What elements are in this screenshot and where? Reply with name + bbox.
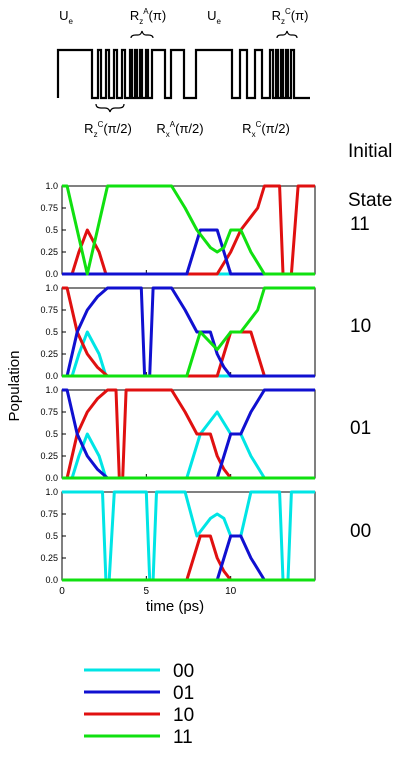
series-line-11 xyxy=(62,184,315,276)
pulse-label-main: U xyxy=(207,8,216,23)
panel-state-label: 10 xyxy=(350,316,371,337)
pulse-labels-top: Ue RzA(π) Ue RzC(π) xyxy=(59,7,308,26)
pulse-label-sub: x xyxy=(166,130,170,139)
pulse-label-top-1: RzA(π) xyxy=(130,7,166,26)
brace-rz-a-pi xyxy=(130,30,154,39)
pulse-sequence: Ue RzA(π) Ue RzC(π) RzC(π/2) RxA(π/2) RxC(π/2… xyxy=(56,7,310,139)
legend-label-00: 00 xyxy=(173,661,194,682)
y-tick-label: 0.0 xyxy=(45,371,58,381)
y-tick-label: 0.5 xyxy=(45,225,58,235)
series-line-11 xyxy=(62,286,315,378)
y-tick-label: 0.75 xyxy=(40,509,58,519)
state-heading-line-2: State xyxy=(348,190,392,211)
panel-frame xyxy=(61,287,316,377)
y-tick-label: 1.0 xyxy=(45,487,58,497)
pulse-label-sup: A xyxy=(143,7,149,16)
y-tick-label: 0.0 xyxy=(45,473,58,483)
series-line-00 xyxy=(62,490,315,582)
legend-label-11: 11 xyxy=(173,727,193,748)
series-line-00 xyxy=(62,410,315,480)
pulse-label-main: R xyxy=(84,121,93,136)
series-line-10 xyxy=(62,534,315,582)
pulse-label-sub: e xyxy=(68,17,73,26)
panel-frame xyxy=(61,389,316,479)
pulse-label-arg: (π/2) xyxy=(175,121,203,136)
panel-01: 0.0 0.25 0.5 0.75 1.0 xyxy=(40,385,316,483)
pulse-label-arg: (π) xyxy=(149,8,167,23)
panel-state-label: 11 xyxy=(350,214,370,235)
brace-rz-c-half-pi xyxy=(95,103,125,113)
series-line-10 xyxy=(62,388,315,480)
series-line-01 xyxy=(62,388,315,480)
x-tick-label: 0 xyxy=(59,586,65,597)
panel-00: 0.0 0.25 0.5 0.75 1.0 xyxy=(40,487,316,585)
pulse-label-top-3: RzC(π) xyxy=(272,7,309,26)
y-tick-label: 0.75 xyxy=(40,305,58,315)
x-tick-label: 5 xyxy=(144,586,150,597)
y-tick-label: 1.0 xyxy=(45,283,58,293)
pulse-labels-bottom: RzC(π/2) RxA(π/2) RxC(π/2) xyxy=(84,120,290,139)
pulse-label-bottom-1: RxA(π/2) xyxy=(156,120,203,139)
y-axis-label: Population xyxy=(6,351,23,422)
y-tick-label: 0.0 xyxy=(45,575,58,585)
panel-10: 0.0 0.25 0.5 0.75 1.0 xyxy=(40,283,316,381)
y-tick-label: 1.0 xyxy=(45,181,58,191)
pulse-label-sup: C xyxy=(285,7,291,16)
pulse-label-sub: x xyxy=(252,130,256,139)
y-tick-label: 0.25 xyxy=(40,451,58,461)
pulse-label-bottom-0: RzC(π/2) xyxy=(84,120,132,139)
panel-frame xyxy=(61,185,316,275)
y-tick-label: 0.75 xyxy=(40,203,58,213)
panel-11: 0.0 0.25 0.5 0.75 1.0 xyxy=(40,181,316,279)
pulse-label-sup: A xyxy=(170,120,176,129)
pulse-label-bottom-2: RxC(π/2) xyxy=(242,120,290,139)
series-line-01 xyxy=(62,286,315,378)
pulse-label-top-0: Ue xyxy=(59,8,73,26)
brace-rz-c-pi xyxy=(276,30,298,39)
pulse-label-sub: z xyxy=(139,17,143,26)
pulse-label-top-2: Ue xyxy=(207,8,221,26)
legend-label-10: 10 xyxy=(173,705,194,726)
y-tick-label: 0.0 xyxy=(45,269,58,279)
pulse-label-sub: z xyxy=(94,130,98,139)
population-panels: 0.00.250.50.751.0110.00.250.50.751.0100.… xyxy=(40,181,371,597)
panel-state-label: 01 xyxy=(350,418,371,439)
legend-label-01: 01 xyxy=(173,683,194,704)
y-tick-label: 0.25 xyxy=(40,247,58,257)
x-axis-label: time (ps) xyxy=(146,598,204,615)
pulse-label-sup: C xyxy=(256,120,262,129)
series-line-01 xyxy=(62,228,315,276)
y-tick-label: 0.25 xyxy=(40,553,58,563)
pulse-label-arg: (π/2) xyxy=(103,121,131,136)
pulse-label-main: U xyxy=(59,8,68,23)
pulse-label-main: R xyxy=(156,121,165,136)
y-tick-label: 0.75 xyxy=(40,407,58,417)
pulse-label-arg: (π/2) xyxy=(261,121,289,136)
pulse-label-sub: z xyxy=(281,17,285,26)
y-tick-label: 0.5 xyxy=(45,531,58,541)
pulse-label-arg: (π) xyxy=(291,8,309,23)
y-tick-label: 0.5 xyxy=(45,429,58,439)
series-line-10 xyxy=(62,184,315,276)
y-tick-label: 0.5 xyxy=(45,327,58,337)
pulse-label-main: R xyxy=(272,8,281,23)
panel-state-label: 00 xyxy=(350,521,371,542)
pulse-waveform xyxy=(56,48,310,100)
pulse-label-main: R xyxy=(242,121,251,136)
pulse-label-sup: C xyxy=(98,120,104,129)
x-tick-label: 10 xyxy=(225,586,237,597)
pulse-label-main: R xyxy=(130,8,139,23)
y-tick-label: 1.0 xyxy=(45,385,58,395)
series-line-10 xyxy=(62,286,315,378)
state-heading-line-1: Initial xyxy=(348,141,392,162)
pulse-label-sub: e xyxy=(216,17,221,26)
y-tick-label: 0.25 xyxy=(40,349,58,359)
